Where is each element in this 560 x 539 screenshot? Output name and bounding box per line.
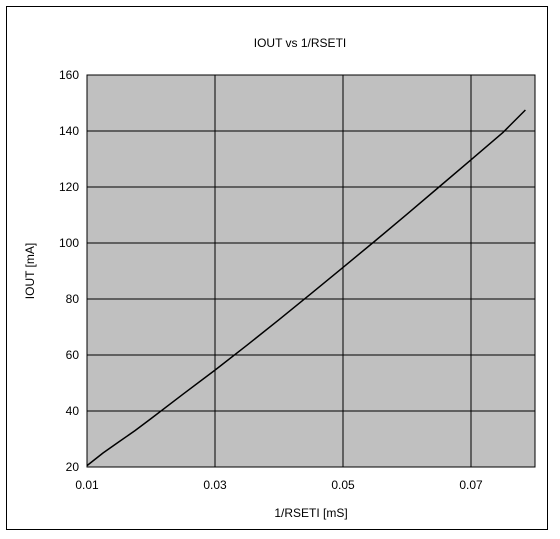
x-axis-ticks: 0.01 0.03 0.05 0.07 xyxy=(75,478,483,492)
y-tick-label: 60 xyxy=(66,348,80,362)
y-tick-label: 80 xyxy=(66,292,80,306)
y-axis-ticks: 20 40 60 80 100 120 140 160 xyxy=(59,68,79,474)
series-line xyxy=(86,109,526,467)
chart-title: IOUT vs 1/RSETI xyxy=(254,36,346,50)
plot-area xyxy=(86,74,536,468)
y-tick-label: 20 xyxy=(66,460,80,474)
y-axis-label: IOUT [mA] xyxy=(23,243,37,299)
y-tick-label: 40 xyxy=(66,404,80,418)
x-tick-label: 0.05 xyxy=(331,478,355,492)
y-tick-label: 120 xyxy=(59,180,79,194)
chart-frame: IOUT vs 1/RSETI 20 40 60 80 100 120 140 160 0.0… xyxy=(6,6,548,530)
chart: IOUT vs 1/RSETI 20 40 60 80 100 120 140 160 0.0… xyxy=(23,36,536,520)
y-tick-label: 100 xyxy=(59,236,79,250)
x-tick-label: 0.07 xyxy=(459,478,483,492)
x-axis-label: 1/RSETI [mS] xyxy=(274,506,347,520)
x-tick-label: 0.01 xyxy=(75,478,99,492)
y-tick-label: 160 xyxy=(59,68,79,82)
x-tick-label: 0.03 xyxy=(203,478,227,492)
y-tick-label: 140 xyxy=(59,124,79,138)
